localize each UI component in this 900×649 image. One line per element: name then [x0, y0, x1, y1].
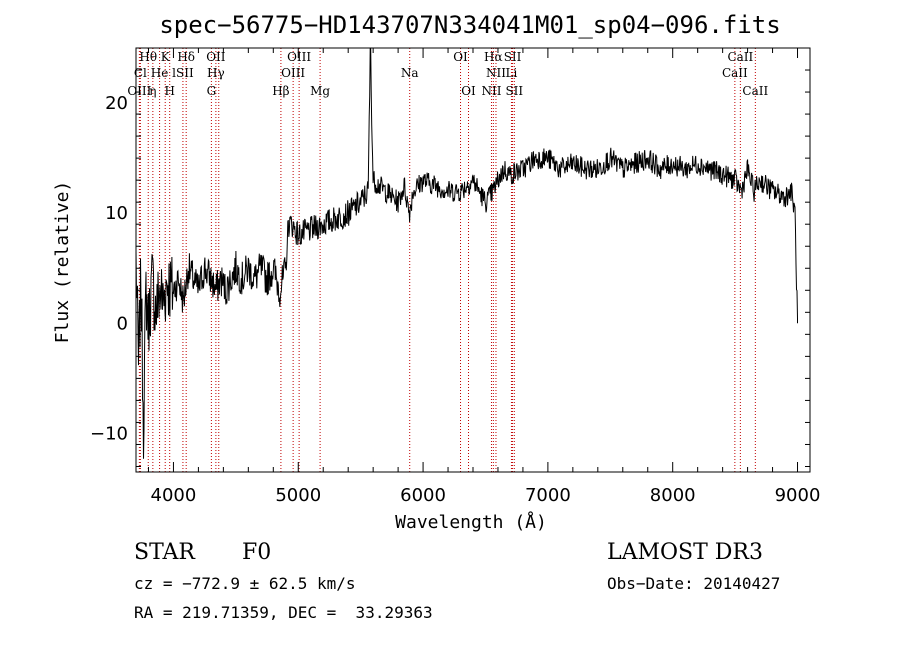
- emission-line-markers: [138, 48, 756, 472]
- line-label: SII: [504, 50, 522, 64]
- line-label: OI: [461, 84, 476, 98]
- line-label: NII: [486, 66, 506, 80]
- y-tick-label: 0: [117, 313, 128, 334]
- x-tick-label: 6000: [400, 485, 446, 506]
- line-label: Hβ: [272, 84, 289, 98]
- y-tick-label: −10: [90, 423, 128, 444]
- sky-coordinates: RA = 219.71359, DEC = 33.29363: [134, 603, 433, 622]
- x-tick-label: 4000: [151, 485, 197, 506]
- y-axis-ticks: −10 0 10 20: [90, 47, 810, 467]
- chart-title: spec−56775−HD143707N334041M01_sp04−096.f…: [159, 11, 780, 39]
- line-label: G: [207, 84, 217, 98]
- x-tick-label: 9000: [775, 485, 821, 506]
- spectrum-line: [135, 47, 798, 459]
- line-label: η: [149, 84, 156, 98]
- x-tick-label: 5000: [275, 485, 321, 506]
- plot-frame: [135, 47, 811, 473]
- object-subclass: F0: [242, 540, 272, 565]
- line-label: CaII: [727, 50, 753, 64]
- line-label: Cl: [134, 66, 147, 80]
- line-label: Hδ: [177, 50, 195, 64]
- line-label: OIII: [287, 50, 311, 64]
- observation-date: Obs−Date: 20140427: [607, 574, 781, 593]
- line-label: CaII: [742, 84, 768, 98]
- line-label: OII: [206, 50, 226, 64]
- line-label: H: [164, 84, 174, 98]
- x-tick-label: 7000: [525, 485, 571, 506]
- line-label: Hα: [484, 50, 503, 64]
- line-label: He: [151, 66, 169, 80]
- line-label: SII: [505, 84, 523, 98]
- y-axis-label: Flux (relative): [52, 181, 73, 344]
- x-axis-ticks: 4000 5000 6000 7000 8000 9000: [147, 48, 821, 506]
- line-label: CaII: [722, 66, 748, 80]
- line-label: Hθ: [139, 50, 157, 64]
- line-label: NII: [481, 84, 501, 98]
- line-label: OIII: [281, 66, 305, 80]
- y-tick-label: 10: [105, 203, 128, 224]
- object-class: STAR: [134, 540, 195, 565]
- line-label: OI: [453, 50, 468, 64]
- y-tick-label: 20: [105, 93, 128, 114]
- x-tick-label: 8000: [650, 485, 696, 506]
- x-axis-label: Wavelength (Å): [395, 511, 547, 533]
- line-label: OIII: [127, 84, 151, 98]
- line-label: Mg: [310, 84, 330, 98]
- line-label: Hγ: [207, 66, 225, 80]
- survey-name: LAMOST DR3: [607, 540, 763, 565]
- line-label: Na: [401, 66, 419, 80]
- line-label: Li: [506, 66, 518, 80]
- line-label: K: [161, 50, 171, 64]
- redshift-velocity: cz = −772.9 ± 62.5 km/s: [134, 574, 356, 593]
- line-label: lSII: [172, 66, 194, 80]
